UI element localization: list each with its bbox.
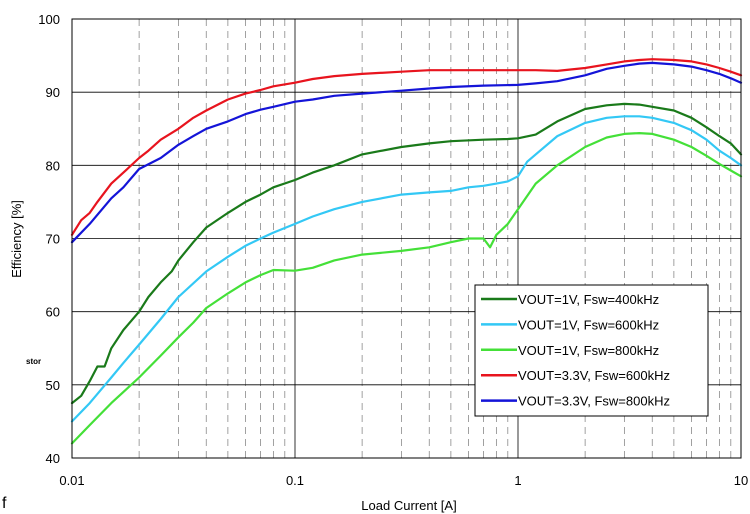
legend-label: VOUT=1V, Fsw=400kHz: [518, 292, 659, 307]
legend-label: VOUT=3.3V, Fsw=800kHz: [518, 394, 670, 409]
series-line: [70, 102, 743, 405]
stray-text-fragment: stor: [26, 357, 41, 366]
y-tick-label: 90: [46, 85, 60, 100]
x-tick-label: 10: [734, 473, 748, 488]
legend: VOUT=1V, Fsw=400kHz VOUT=1V, Fsw=600kHz VO…: [474, 284, 709, 417]
x-axis-title: Load Current [A]: [361, 498, 456, 513]
y-tick-label: 80: [46, 158, 60, 173]
y-tick-label: 40: [46, 451, 60, 466]
y-axis-title: Efficiency [%]: [9, 200, 24, 278]
x-tick-label: 0.01: [59, 473, 84, 488]
series-layer: [70, 58, 743, 445]
plot-frame: [71, 18, 742, 459]
legend-label: VOUT=1V, Fsw=600kHz: [518, 317, 659, 332]
y-tick-label: 50: [46, 378, 60, 393]
y-tick-label: 60: [46, 305, 60, 320]
legend-label: VOUT=3.3V, Fsw=600kHz: [518, 368, 670, 383]
legend-label: VOUT=1V, Fsw=800kHz: [518, 343, 659, 358]
series-line: [70, 132, 743, 445]
x-tick-label: 1: [514, 473, 521, 488]
series-line: [70, 58, 743, 236]
series-line: [70, 61, 743, 244]
y-tick-label: 100: [38, 12, 60, 27]
x-tick-label: 0.1: [286, 473, 304, 488]
y-tick-label: 70: [46, 232, 60, 247]
tick-labels: 0.01 0.1 1 10 40 50 60 70 80 90 100: [38, 12, 748, 488]
series-line: [70, 115, 743, 423]
stray-corner-fragment: f: [2, 495, 7, 512]
